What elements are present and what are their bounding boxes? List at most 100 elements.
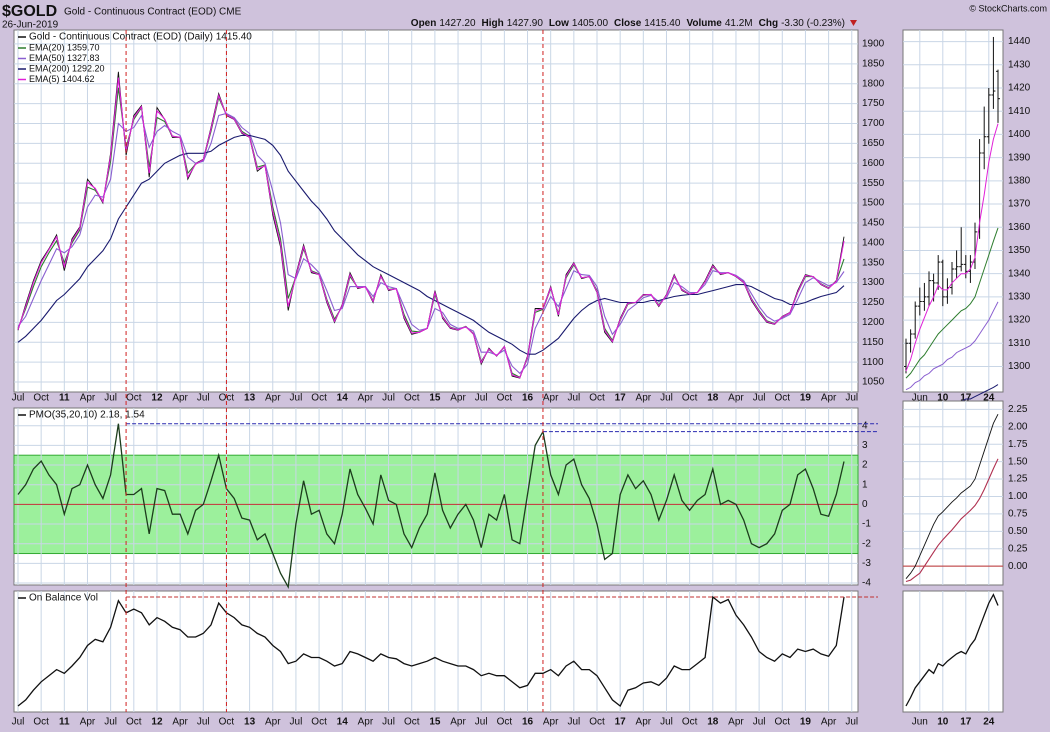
legend-label: EMA(20) 1359.70 — [29, 42, 100, 52]
legend-label: EMA(200) 1292.20 — [29, 63, 105, 73]
x-tick-label: Oct — [774, 393, 790, 404]
y-tick-label: -2 — [862, 538, 871, 549]
data-line — [17, 595, 845, 708]
x-tick-label: 10 — [937, 717, 949, 728]
x-tick-label: Jun — [912, 717, 928, 728]
x-tick-label: 11 — [59, 717, 70, 728]
y-tick-label: 0.00 — [1008, 561, 1028, 572]
y-tick-label: -1 — [862, 519, 871, 530]
x-tick-label: 12 — [151, 717, 163, 728]
y-tick-label: 1430 — [1008, 59, 1031, 70]
x-tick-label: Oct — [404, 717, 420, 728]
x-tick-label: 16 — [522, 717, 534, 728]
quote-label: Open — [411, 18, 437, 29]
quote-label: Low — [549, 18, 569, 29]
x-tick-label: Jul — [104, 393, 117, 404]
y-tick-label: 1420 — [1008, 83, 1031, 94]
quote-value: 1427.90 — [507, 18, 544, 29]
y-tick-label: 1800 — [862, 78, 885, 89]
x-tick-label: Jul — [475, 393, 488, 404]
y-tick-label: 1400 — [862, 237, 885, 248]
series-line — [905, 458, 999, 583]
x-tick-label: Oct — [311, 393, 327, 404]
x-tick-label: Apr — [80, 717, 96, 728]
y-tick-label: 1.75 — [1008, 439, 1028, 450]
x-tick-label: Apr — [450, 393, 466, 404]
x-tick-label: Apr — [543, 717, 559, 728]
x-tick-label: Oct — [33, 393, 49, 404]
y-tick-label: 2.25 — [1008, 404, 1028, 415]
x-tick-label: 17 — [615, 717, 627, 728]
y-tick-label: 1600 — [862, 158, 885, 169]
x-tick-label: 18 — [707, 393, 719, 404]
y-tick-label: 0.50 — [1008, 526, 1028, 537]
y-tick-label: 1100 — [862, 357, 884, 368]
y-tick-label: 1 — [862, 479, 868, 490]
panel — [13, 590, 859, 713]
x-tick-label: 14 — [337, 717, 349, 728]
x-tick-label: 10 — [937, 393, 949, 404]
x-tick-label: 13 — [244, 393, 256, 404]
x-tick-label: 18 — [707, 717, 719, 728]
x-tick-label: Oct — [219, 717, 235, 728]
x-tick-label: Jul — [567, 717, 580, 728]
legend-label: EMA(50) 1327.83 — [29, 53, 100, 63]
y-tick-label: 1250 — [862, 297, 885, 308]
x-tick-label: Oct — [126, 393, 142, 404]
series-line — [905, 301, 999, 391]
y-tick-label: 1900 — [862, 39, 885, 50]
x-tick-label: Jul — [12, 393, 25, 404]
x-tick-label: Oct — [219, 393, 235, 404]
x-tick-label: 19 — [800, 717, 812, 728]
y-tick-label: 1400 — [1008, 129, 1031, 140]
quote-value: -3.30 (-0.23%) — [781, 18, 845, 29]
y-tick-label: 1500 — [862, 198, 885, 209]
quote-label: Close — [614, 18, 642, 29]
instrument-name: Gold - Continuous Contract (EOD) CME — [64, 7, 242, 18]
x-tick-label: Apr — [821, 717, 837, 728]
x-tick-label: Jul — [660, 717, 673, 728]
y-tick-label: 1310 — [1008, 338, 1031, 349]
x-tick-label: Apr — [358, 393, 374, 404]
x-tick-label: 13 — [244, 717, 256, 728]
x-tick-label: 15 — [429, 717, 441, 728]
quote-value: 1405.00 — [572, 18, 609, 29]
x-tick-label: Jul — [753, 393, 766, 404]
x-tick-label: 17 — [960, 393, 972, 404]
x-tick-label: Jun — [912, 393, 928, 404]
x-tick-label: Jul — [290, 393, 303, 404]
x-tick-label: 17 — [615, 393, 627, 404]
y-tick-label: 1300 — [862, 277, 885, 288]
quote-label: Chg — [759, 18, 778, 29]
series-line — [17, 77, 845, 379]
data-line — [905, 593, 999, 707]
x-tick-label: Jul — [197, 393, 210, 404]
x-tick-label: Jul — [382, 393, 395, 404]
x-tick-label: Jul — [567, 393, 580, 404]
y-tick-label: 3 — [862, 440, 868, 451]
x-tick-label: 14 — [337, 393, 349, 404]
x-tick-label: Apr — [80, 393, 96, 404]
x-tick-label: Oct — [682, 717, 698, 728]
x-tick-label: Jul — [475, 717, 488, 728]
panel-title: PMO(35,20,10) 2.18, 1.54 — [29, 410, 145, 421]
series-line — [17, 134, 845, 355]
series-line — [17, 112, 845, 375]
y-tick-label: 1390 — [1008, 152, 1031, 163]
chart-date: 26-Jun-2019 — [2, 20, 59, 31]
x-tick-label: Oct — [404, 393, 420, 404]
y-tick-label: 1440 — [1008, 36, 1031, 47]
panel-title: Gold - Continuous Contract (EOD) (Daily)… — [29, 32, 252, 43]
x-tick-label: Jul — [12, 717, 25, 728]
x-tick-label: Oct — [497, 393, 513, 404]
y-tick-label: 1.00 — [1008, 491, 1028, 502]
panel-title: On Balance Vol — [29, 593, 98, 604]
x-tick-label: 24 — [983, 393, 995, 404]
x-tick-label: 17 — [960, 717, 972, 728]
quote-value: 1415.40 — [644, 18, 681, 29]
y-tick-label: 1750 — [862, 98, 885, 109]
series-line — [905, 123, 999, 372]
x-tick-label: Jul — [290, 717, 303, 728]
y-tick-label: 1410 — [1008, 106, 1031, 117]
